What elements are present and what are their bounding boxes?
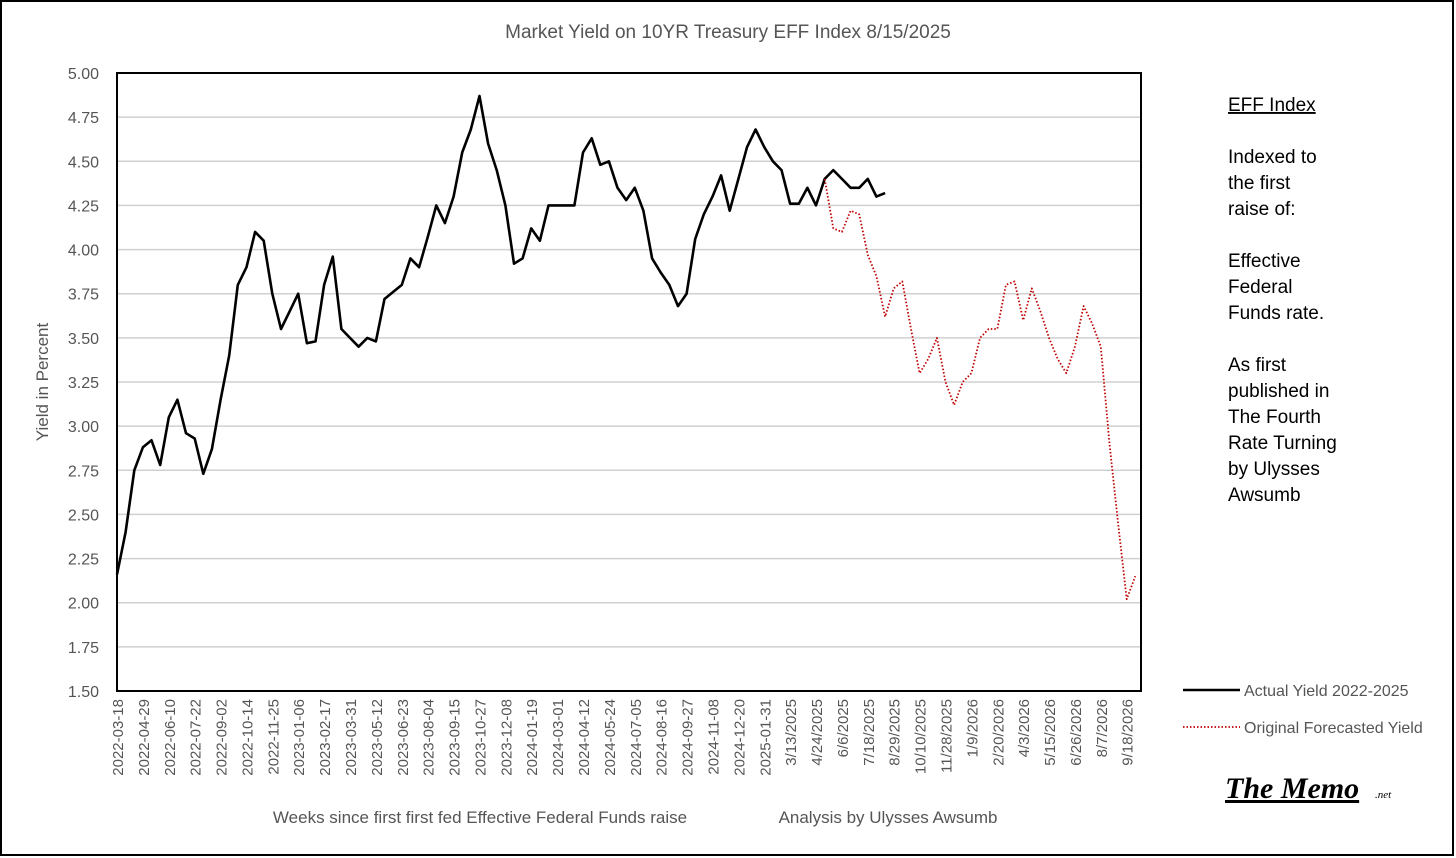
side-note: Funds rate.	[1228, 303, 1324, 324]
plot-frame	[116, 72, 1142, 692]
side-note: Effective	[1228, 251, 1301, 272]
x-tick-label: 2024-05-24	[602, 699, 619, 776]
x-tick-label: 2023-05-12	[369, 699, 386, 776]
side-note: the first	[1228, 173, 1291, 194]
y-tick-label: 2.00	[68, 596, 99, 613]
y-tick-label: 2.50	[68, 507, 99, 524]
x-tick-label: 2024-04-12	[576, 699, 593, 776]
x-tick-label: 2022-03-18	[110, 699, 127, 776]
x-tick-label: 2023-01-06	[291, 699, 308, 776]
x-tick-label: 2023-12-08	[498, 699, 515, 776]
x-tick-label: 2023-09-15	[447, 699, 464, 776]
y-tick-label: 3.00	[68, 419, 99, 436]
logo-suffix: .net	[1375, 789, 1392, 801]
x-tick-label: 4/24/2025	[809, 699, 826, 766]
y-tick-label: 4.75	[68, 110, 99, 127]
x-tick-label: 1/9/2026	[964, 699, 981, 757]
side-note: Indexed to	[1228, 147, 1317, 168]
logo: The Memo	[1225, 772, 1359, 805]
x-tick-label: 2024-11-08	[705, 699, 722, 775]
side-note: published in	[1228, 381, 1329, 402]
x-tick-label: 2022-06-10	[162, 699, 179, 776]
side-note: EFF Index	[1228, 95, 1316, 116]
legend-label: Original Forecasted Yield	[1244, 720, 1423, 737]
x-tick-label: 2024-03-01	[550, 699, 567, 776]
credit: Analysis by Ulysses Awsumb	[779, 808, 998, 827]
x-tick-label: 6/6/2025	[835, 699, 852, 757]
x-tick-label: 2024-12-20	[731, 699, 748, 776]
legend-label: Actual Yield 2022-2025	[1244, 683, 1409, 700]
y-tick-label: 3.25	[68, 375, 99, 392]
x-tick-label: 2024-08-16	[654, 699, 671, 776]
y-tick-label: 2.75	[68, 463, 99, 480]
y-tick-label: 1.50	[68, 684, 99, 701]
x-tick-label: 2/20/2026	[990, 699, 1007, 766]
x-tick-label: 4/3/2026	[1016, 699, 1033, 757]
y-tick-label: 4.50	[68, 154, 99, 171]
x-tick-label: 3/13/2025	[783, 699, 800, 766]
y-tick-label: 1.75	[68, 640, 99, 657]
x-tick-label: 2024-09-27	[680, 699, 697, 776]
y-tick-label: 3.75	[68, 287, 99, 304]
series-line	[823, 178, 1137, 601]
series-line	[115, 94, 886, 575]
y-tick-label: 5.00	[68, 66, 99, 83]
side-note: Rate Turning	[1228, 433, 1337, 454]
side-note: The Fourth	[1228, 407, 1321, 428]
x-tick-label: 2022-11-25	[265, 699, 282, 775]
side-note: As first	[1228, 355, 1287, 376]
x-tick-label: 5/15/2026	[1042, 699, 1059, 766]
x-tick-label: 6/26/2026	[1068, 699, 1085, 766]
y-axis-label: Yield in Percent	[33, 323, 52, 442]
x-tick-label: 8/7/2026	[1094, 699, 1111, 757]
y-tick-label: 4.00	[68, 243, 99, 260]
x-tick-label: 2022-09-02	[214, 699, 231, 776]
x-tick-label: 8/29/2025	[887, 699, 904, 766]
x-tick-label: 2022-04-29	[136, 699, 153, 776]
x-axis-label: Weeks since first first fed Effective Fe…	[273, 808, 687, 827]
side-note: by Ulysses	[1228, 459, 1320, 480]
x-tick-label: 2023-08-04	[421, 699, 438, 776]
x-tick-label: 2024-01-19	[524, 699, 541, 776]
y-tick-label: 4.25	[68, 198, 99, 215]
x-tick-label: 2022-07-22	[188, 699, 205, 776]
side-note: raise of:	[1228, 199, 1296, 220]
y-tick-label: 2.25	[68, 552, 99, 569]
y-tick-label: 3.50	[68, 331, 99, 348]
side-note: Federal	[1228, 277, 1292, 298]
side-note: Awsumb	[1228, 485, 1301, 506]
x-tick-label: 10/10/2025	[913, 699, 930, 774]
x-tick-label: 2023-10-27	[472, 699, 489, 776]
x-tick-label: 2024-07-05	[628, 699, 645, 776]
x-tick-label: 2022-10-14	[239, 699, 256, 776]
x-tick-label: 2023-02-17	[317, 699, 334, 776]
x-tick-label: 11/28/2025	[938, 699, 955, 773]
x-tick-label: 2023-03-31	[343, 699, 360, 776]
x-tick-label: 2023-06-23	[395, 699, 412, 776]
chart-title: Market Yield on 10YR Treasury EFF Index …	[505, 22, 951, 43]
x-tick-label: 2025-01-31	[757, 699, 774, 776]
x-tick-label: 7/18/2025	[861, 699, 878, 766]
x-tick-label: 9/18/2026	[1120, 699, 1137, 766]
